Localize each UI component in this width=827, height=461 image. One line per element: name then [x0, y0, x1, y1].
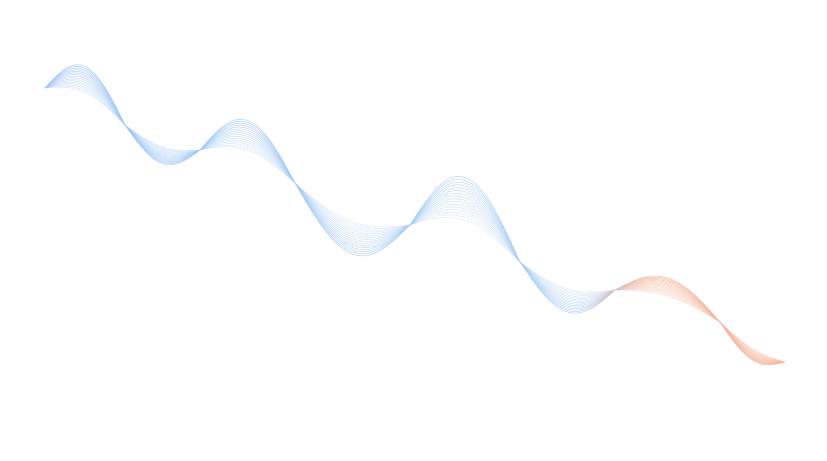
wave-line — [44, 69, 786, 364]
wave-line — [44, 86, 786, 363]
wave-line — [44, 84, 786, 363]
wave-line — [44, 64, 786, 366]
wave-line — [44, 66, 786, 365]
wave-line — [44, 85, 786, 363]
wave-lines — [44, 64, 786, 366]
wave-line — [44, 67, 786, 365]
wave-line — [44, 81, 786, 363]
